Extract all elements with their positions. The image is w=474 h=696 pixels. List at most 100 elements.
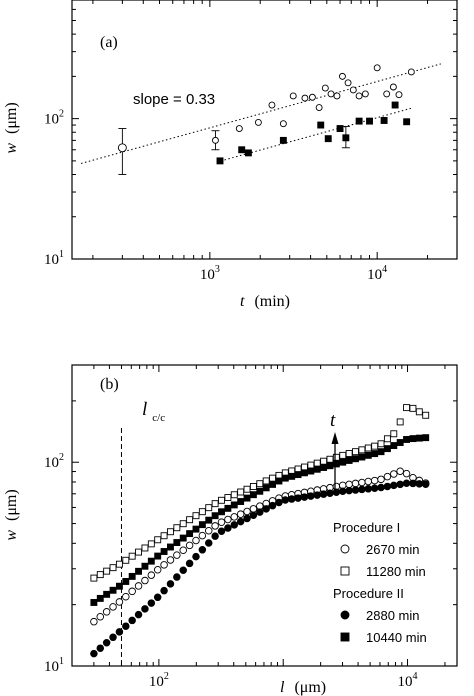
panel-b-point-filled-square bbox=[96, 594, 104, 602]
panel-b-point-open-square bbox=[154, 536, 162, 544]
panel-b-point-filled-square bbox=[249, 491, 257, 499]
panel-a-point-open-circle bbox=[321, 84, 329, 92]
panel-a-point-open-circle bbox=[333, 92, 341, 100]
panel-b-point-filled-square bbox=[415, 434, 423, 442]
panel-b-point-open-circle bbox=[217, 518, 226, 526]
panel-b-point-filled-square bbox=[358, 453, 366, 461]
panel-b-x-tick-label: 102 bbox=[149, 671, 169, 690]
lcc-subscript: c/c bbox=[152, 412, 165, 424]
panel-a-point-open-circle bbox=[355, 92, 363, 100]
panel-b-point-open-circle bbox=[211, 522, 219, 530]
panel-b-point-open-circle bbox=[90, 617, 98, 626]
panel-b-point-open-circle bbox=[147, 571, 156, 579]
panel-b-point-filled-square bbox=[115, 582, 123, 590]
panel-b-ticks bbox=[71, 364, 457, 667]
panel-b-point-filled-square bbox=[186, 530, 194, 538]
panel-a-y-tick-label: 101 bbox=[44, 249, 64, 268]
panel-a-point-open-circle bbox=[308, 93, 316, 101]
panel-a-point-filled-square bbox=[380, 117, 388, 124]
panel-b-point-filled-circle bbox=[128, 616, 136, 625]
panel-b-point-open-circle bbox=[249, 505, 258, 513]
panel-b-point-filled-circle bbox=[166, 580, 175, 588]
panel-b-x-axis-label: l (μm) bbox=[280, 679, 326, 696]
panel-b-point-filled-square bbox=[179, 534, 187, 542]
panel-b-point-open-circle bbox=[134, 582, 143, 590]
panel-b-point-filled-square bbox=[332, 460, 340, 468]
panel-b-point-open-circle bbox=[179, 546, 187, 554]
panel-b-point-open-square bbox=[256, 480, 264, 488]
panel-b-point-filled-circle bbox=[141, 605, 149, 613]
panel-b-point-open-square bbox=[230, 491, 238, 499]
legend-entry-label: 11280 min bbox=[366, 564, 426, 579]
legend-marker-filled-circle bbox=[340, 610, 350, 620]
panel-b-point-open-square bbox=[237, 488, 245, 496]
panel-b-point-open-circle bbox=[173, 551, 181, 559]
panel-b-point-filled-square bbox=[288, 472, 296, 480]
legend: Procedure I 2670 min 11280 min Procedure II… bbox=[333, 520, 427, 645]
panel-b-point-filled-circle bbox=[275, 498, 283, 507]
panel-a-y-tick-label: 102 bbox=[44, 109, 64, 128]
panel-a-y-axis-label: w (μm) bbox=[3, 102, 20, 153]
panel-b-point-open-circle bbox=[224, 515, 232, 524]
panel-a-point-open-circle bbox=[235, 125, 243, 132]
panel-b-point-filled-circle bbox=[268, 501, 277, 510]
panel-b-point-open-square bbox=[345, 450, 353, 457]
panel-b-point-open-square bbox=[243, 485, 251, 493]
panel-a-point-open-circle bbox=[301, 94, 309, 102]
panel-b-point-open-square bbox=[377, 440, 385, 448]
panel-a-point-filled-square bbox=[336, 125, 344, 132]
legend-marker-filled-square bbox=[340, 632, 350, 642]
panel-b-y-unit: (μm) bbox=[3, 489, 20, 521]
panel-b-point-open-square bbox=[122, 556, 130, 564]
panel-b-point-filled-circle bbox=[402, 479, 411, 487]
panel-a-point-filled-square bbox=[403, 118, 411, 126]
panel-b-point-open-square bbox=[249, 483, 257, 490]
panel-b-point-filled-circle bbox=[236, 517, 245, 526]
panel-b-point-filled-circle bbox=[287, 495, 296, 503]
panel-b-y-tick-label: 101 bbox=[44, 656, 64, 675]
panel-b-point-filled-square bbox=[396, 439, 404, 446]
panel-b-point-filled-circle bbox=[147, 599, 156, 607]
panel-b-point-filled-square bbox=[301, 469, 308, 477]
panel-b-point-open-square bbox=[403, 404, 411, 412]
panel-b-point-open-square bbox=[358, 446, 366, 454]
panel-b-point-filled-square bbox=[313, 465, 321, 473]
legend-marker-open-square bbox=[340, 566, 350, 576]
panel-b-point-open-circle bbox=[230, 513, 239, 521]
panel-a: 103 104 101 102 (a) slope = 0.33 t (min) w … bbox=[3, 0, 458, 310]
panel-b-point-filled-circle bbox=[294, 494, 302, 502]
panel-b-point-filled-square bbox=[345, 457, 353, 464]
panel-b-point-filled-square bbox=[109, 586, 117, 594]
fit-line-1 bbox=[80, 63, 441, 164]
panel-b-point-open-square bbox=[141, 544, 149, 552]
panel-b-point-filled-square bbox=[230, 501, 238, 509]
panel-a-x-unit: (min) bbox=[254, 293, 290, 310]
panel-b-point-open-square bbox=[103, 567, 111, 575]
panel-a-point-open-circle bbox=[254, 118, 262, 126]
panel-b-point-filled-circle bbox=[390, 481, 398, 490]
panel-a-label: (a) bbox=[100, 34, 118, 51]
panel-b-point-filled-circle bbox=[185, 559, 194, 568]
panel-b-point-filled-circle bbox=[217, 527, 226, 535]
panel-b-point-open-circle bbox=[102, 608, 111, 616]
panel-b-point-filled-square bbox=[307, 467, 315, 475]
panel-b-point-filled-circle bbox=[300, 493, 309, 501]
panel-b-point-open-square bbox=[307, 461, 315, 469]
panel-b-point-filled-square bbox=[224, 504, 232, 512]
panel-a-point-filled-square bbox=[391, 101, 399, 109]
panel-b-point-filled-square bbox=[211, 512, 219, 520]
legend-entry-label: 2670 min bbox=[366, 542, 419, 557]
panel-b-point-filled-circle bbox=[262, 505, 270, 513]
panel-b-point-filled-square bbox=[390, 442, 398, 450]
fit-line-2 bbox=[216, 107, 412, 163]
panel-b-point-filled-square bbox=[281, 474, 289, 482]
panel-b-point-filled-circle bbox=[358, 485, 366, 494]
panel-b-point-open-square bbox=[390, 430, 398, 438]
legend-group-title: Procedure II bbox=[333, 586, 404, 601]
panel-a-point-open-circle bbox=[383, 90, 391, 98]
panel-b-point-open-circle bbox=[383, 472, 392, 481]
time-arrow: t bbox=[330, 410, 339, 492]
panel-a-point-open-circle bbox=[344, 79, 352, 87]
panel-a-point-open-circle bbox=[349, 86, 357, 94]
